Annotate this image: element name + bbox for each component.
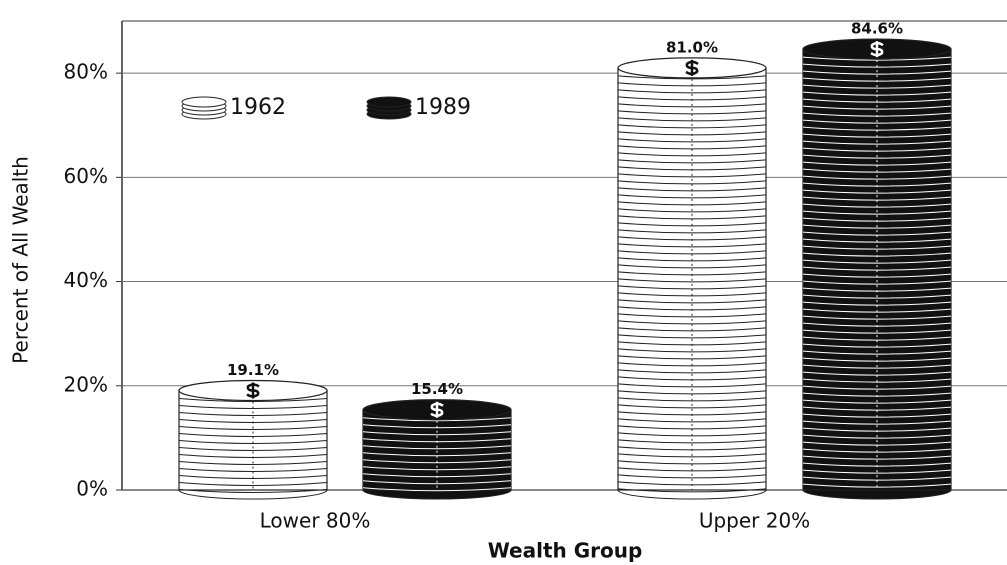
y-tick-label: 20%: [64, 372, 108, 396]
value-label: 19.1%: [227, 361, 279, 379]
value-label: 15.4%: [411, 380, 463, 398]
y-tick-label: 60%: [64, 164, 108, 188]
legend-icon: [367, 97, 411, 119]
value-label: 84.6%: [851, 20, 903, 38]
y-tick-label: 0%: [76, 477, 108, 501]
coin-stack: [803, 39, 951, 499]
legend-label: 1989: [415, 95, 471, 120]
legend-coin: [367, 97, 411, 107]
y-tick-label: 80%: [64, 60, 108, 84]
dollar-icon: [431, 402, 443, 418]
y-tick-label: 40%: [64, 268, 108, 292]
legend-label: 1962: [230, 95, 286, 120]
value-label: 81.0%: [666, 38, 718, 56]
x-axis-label: Wealth Group: [488, 539, 643, 563]
x-tick-label: Lower 80%: [260, 509, 371, 533]
bar: [179, 390, 327, 490]
dollar-icon: [686, 60, 698, 76]
chart: Percent of All Wealth Wealth Group 0% 20%…: [0, 0, 1007, 565]
y-axis-label: Percent of All Wealth: [9, 156, 33, 364]
legend-icon: [182, 97, 226, 119]
dollar-icon: [871, 41, 883, 57]
dollar-icon: [247, 382, 259, 398]
x-tick-label: Upper 20%: [699, 509, 810, 533]
legend-coin: [182, 97, 226, 107]
coin-stack: [618, 58, 766, 499]
coin-stack: [179, 380, 327, 499]
coin-stack: [363, 400, 511, 499]
